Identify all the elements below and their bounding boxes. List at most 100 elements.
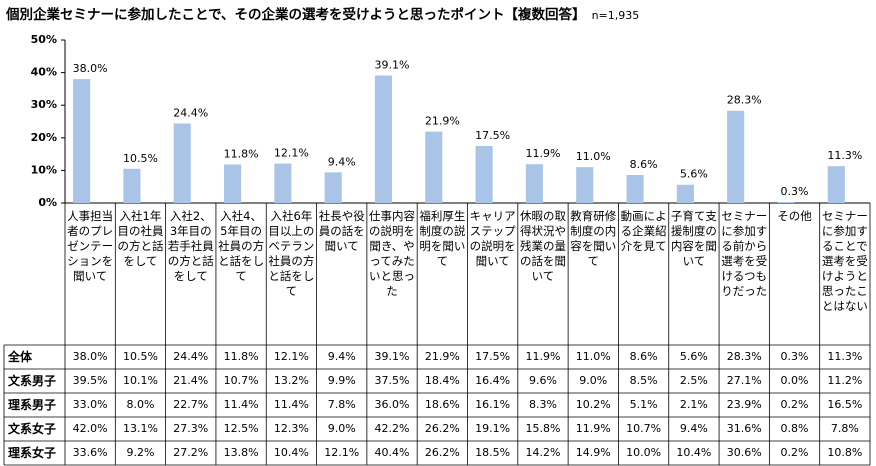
table-cell: 31.6% — [726, 422, 762, 435]
table-cell: 11.9% — [575, 422, 611, 435]
table-cell: 21.9% — [424, 350, 460, 363]
data-label: 28.3% — [727, 94, 762, 107]
data-label: 17.5% — [475, 129, 510, 142]
x-tick-label: 教育研修制度の内容を聞いて — [570, 209, 617, 268]
table-cell: 10.5% — [122, 350, 158, 363]
table-cell: 8.3% — [528, 398, 557, 411]
table-cell: 14.9% — [575, 446, 611, 459]
bar — [576, 167, 594, 203]
table-cell: 2.1% — [679, 398, 708, 411]
x-tick-label: キャリアステップの説明を聞いて — [469, 209, 516, 268]
table-cell: 10.4% — [676, 446, 712, 459]
x-tick-label: 入社4、5年目の社員の方と話をして — [218, 209, 265, 283]
bar — [173, 123, 191, 203]
chart-title: 個別企業セミナーに参加したことで、その企業の選考を受けようと思ったポイント【複数… — [5, 6, 586, 23]
table-cell: 39.1% — [374, 350, 410, 363]
y-tick-label: 10% — [31, 163, 57, 176]
data-label: 5.6% — [680, 168, 708, 181]
table-cell: 9.9% — [327, 374, 356, 387]
x-tick-label: 入社2、3年目の若手社員の方と話をして — [167, 209, 214, 283]
bar — [777, 202, 795, 203]
bar — [475, 145, 493, 203]
data-label: 24.4% — [173, 106, 208, 119]
table-cell: 10.7% — [626, 422, 662, 435]
table-cell: 7.8% — [327, 398, 356, 411]
subtitle: n=1,935 — [592, 9, 640, 22]
table-cell: 42.2% — [374, 422, 410, 435]
table-cell: 11.3% — [827, 350, 863, 363]
bar — [626, 174, 644, 203]
x-tick-label: 子育て支援制度の内容を聞いて — [670, 209, 717, 268]
x-tick-label: 入社6年目以上のベテラン社員の方と話をして — [268, 209, 315, 298]
bar — [274, 163, 292, 203]
table-cell: 37.5% — [374, 374, 410, 387]
table-cell: 16.4% — [475, 374, 511, 387]
table-cell: 0.2% — [780, 398, 809, 411]
bar — [123, 168, 141, 203]
table-cell: 22.7% — [173, 398, 209, 411]
data-label: 39.1% — [375, 59, 410, 72]
table-cell: 33.6% — [72, 446, 108, 459]
x-tick-label: 入社1年目の社員の方と話をして — [117, 209, 164, 268]
bar — [223, 164, 242, 203]
table-cell: 11.0% — [575, 350, 611, 363]
bar — [827, 166, 845, 203]
row-label: 全体 — [8, 350, 33, 364]
table-cell: 9.6% — [528, 374, 557, 387]
table-cell: 12.5% — [223, 422, 259, 435]
table-cell: 23.9% — [726, 398, 762, 411]
x-tick-label: 動画による企業紹介を見て — [620, 209, 667, 253]
bar — [425, 131, 443, 203]
x-tick-label: 仕事内容の説明を聞き、やってみたいと思った — [369, 209, 416, 298]
table-cell: 12.3% — [273, 422, 309, 435]
table-cell: 24.4% — [173, 350, 209, 363]
data-label: 11.0% — [576, 150, 611, 163]
table-cell: 26.2% — [424, 422, 460, 435]
data-label: 9.4% — [328, 155, 356, 168]
table-cell: 12.1% — [273, 350, 309, 363]
data-label: 12.1% — [274, 147, 309, 160]
table-cell: 8.5% — [629, 374, 658, 387]
y-tick-label: 20% — [31, 131, 57, 144]
table-cell: 10.4% — [273, 446, 309, 459]
table-cell: 18.6% — [424, 398, 460, 411]
x-tick-label: 福利厚生制度の説明を聞いて — [419, 209, 466, 268]
table-cell: 28.3% — [726, 350, 762, 363]
table-cell: 9.0% — [327, 422, 356, 435]
row-label: 理系女子 — [8, 446, 57, 460]
bar — [324, 172, 342, 203]
table-cell: 21.4% — [173, 374, 209, 387]
table-cell: 9.4% — [327, 350, 356, 363]
table-cell: 5.1% — [629, 398, 658, 411]
table-cell: 10.8% — [827, 446, 863, 459]
data-label: 21.9% — [425, 115, 460, 128]
data-label: 10.5% — [123, 152, 158, 165]
y-tick-label: 30% — [31, 98, 57, 111]
table-cell: 14.2% — [525, 446, 561, 459]
table-cell: 26.2% — [424, 446, 460, 459]
table-cell: 11.8% — [223, 350, 259, 363]
table-cell: 19.1% — [475, 422, 511, 435]
table-cell: 13.8% — [223, 446, 259, 459]
table-cell: 7.8% — [830, 422, 859, 435]
row-label: 文系女子 — [8, 422, 57, 436]
y-tick-label: 0% — [38, 196, 57, 209]
table-cell: 33.0% — [72, 398, 108, 411]
x-tick-label: その他 — [777, 209, 812, 223]
table-cell: 9.0% — [579, 374, 608, 387]
x-tick-label: 社長や役員の話を聞いて — [318, 209, 365, 253]
table-cell: 27.1% — [726, 374, 762, 387]
table-cell: 10.1% — [122, 374, 158, 387]
table-cell: 39.5% — [72, 374, 108, 387]
table-cell: 18.4% — [424, 374, 460, 387]
table-cell: 0.0% — [780, 374, 809, 387]
data-label: 11.8% — [224, 148, 259, 161]
table-cell: 9.4% — [679, 422, 708, 435]
table-cell: 11.9% — [525, 350, 561, 363]
data-label: 38.0% — [73, 62, 108, 75]
y-tick-label: 40% — [31, 66, 57, 79]
table-cell: 42.0% — [72, 422, 108, 435]
table-cell: 0.8% — [780, 422, 809, 435]
table-cell: 11.2% — [827, 374, 863, 387]
